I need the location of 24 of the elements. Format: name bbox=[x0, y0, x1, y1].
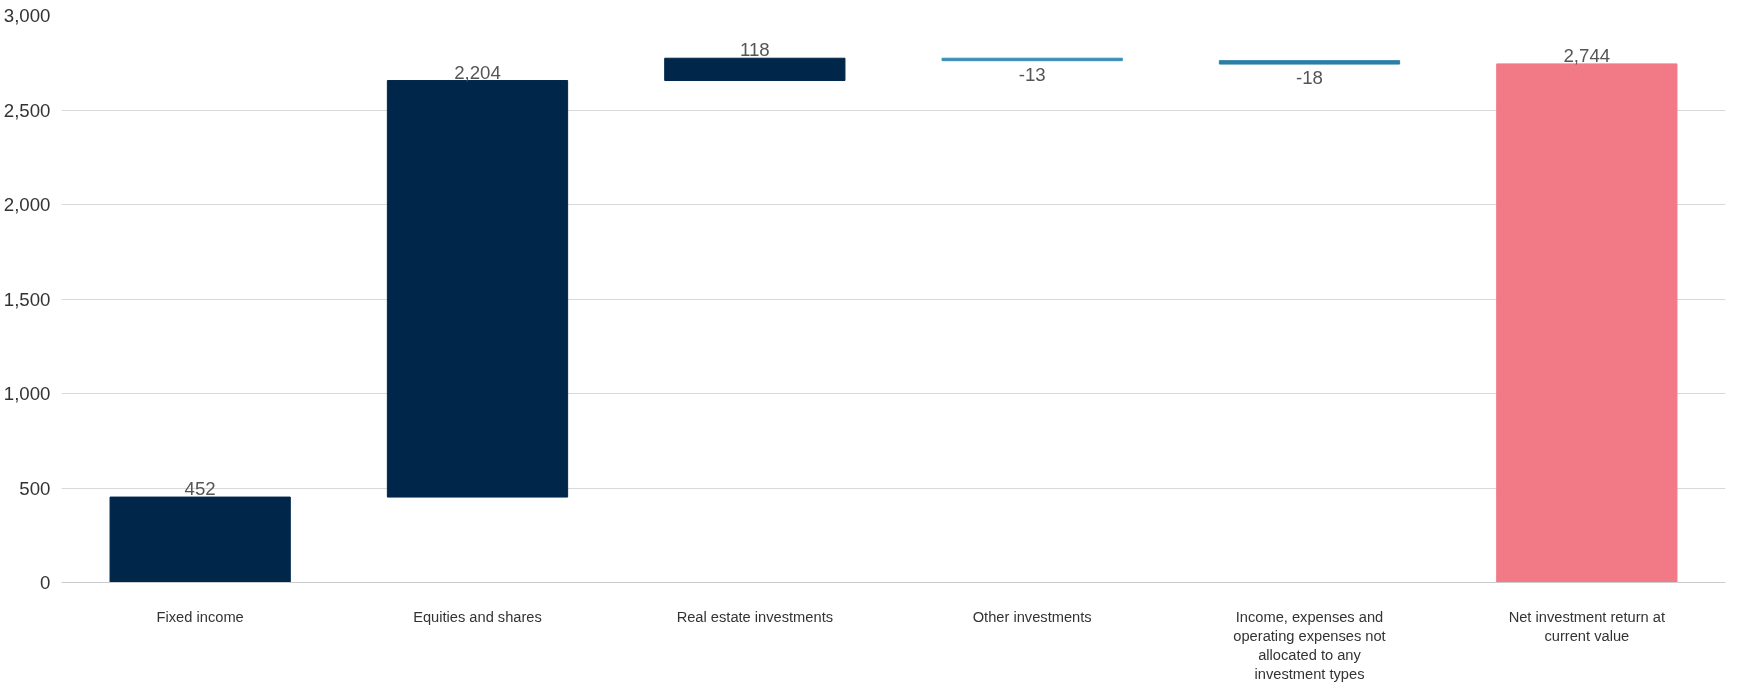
x-tick-label: Equities and shares bbox=[413, 608, 542, 625]
y-tick-label: 500 bbox=[19, 477, 51, 499]
y-tick-label: 3,000 bbox=[3, 5, 51, 26]
bar bbox=[1218, 60, 1401, 65]
bar bbox=[386, 80, 569, 498]
bar bbox=[109, 496, 291, 583]
data-label: -13 bbox=[1018, 63, 1046, 85]
x-tick-label: Income, expenses and operating expenses not allocated to any investment types bbox=[1233, 608, 1386, 683]
data-label: 2,744 bbox=[1563, 44, 1611, 66]
y-tick-label: 2,500 bbox=[3, 99, 51, 121]
y-tick-label: 2,000 bbox=[3, 194, 51, 215]
data-label: 452 bbox=[184, 478, 216, 500]
bar bbox=[1496, 63, 1678, 583]
x-tick-label: Real estate investments bbox=[676, 608, 834, 625]
x-tick-label: Fixed income bbox=[156, 608, 244, 625]
data-label: 2,204 bbox=[454, 61, 501, 83]
y-tick-label: 1,000 bbox=[3, 383, 51, 404]
x-tick-label: Net investment return at current value bbox=[1508, 608, 1666, 644]
y-tick-label: 1,500 bbox=[3, 288, 51, 310]
x-tick-label: Other investments bbox=[972, 608, 1092, 625]
y-tick-label: 0 bbox=[40, 572, 51, 593]
data-label: 118 bbox=[739, 39, 770, 61]
data-label: -18 bbox=[1296, 67, 1323, 89]
bar bbox=[664, 57, 846, 82]
